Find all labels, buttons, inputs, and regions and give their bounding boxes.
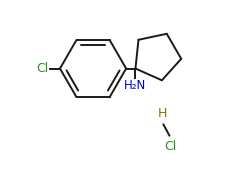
Text: H₂N: H₂N: [124, 79, 147, 92]
Text: Cl: Cl: [164, 140, 176, 153]
Text: H: H: [158, 107, 167, 120]
Text: Cl: Cl: [37, 62, 49, 75]
